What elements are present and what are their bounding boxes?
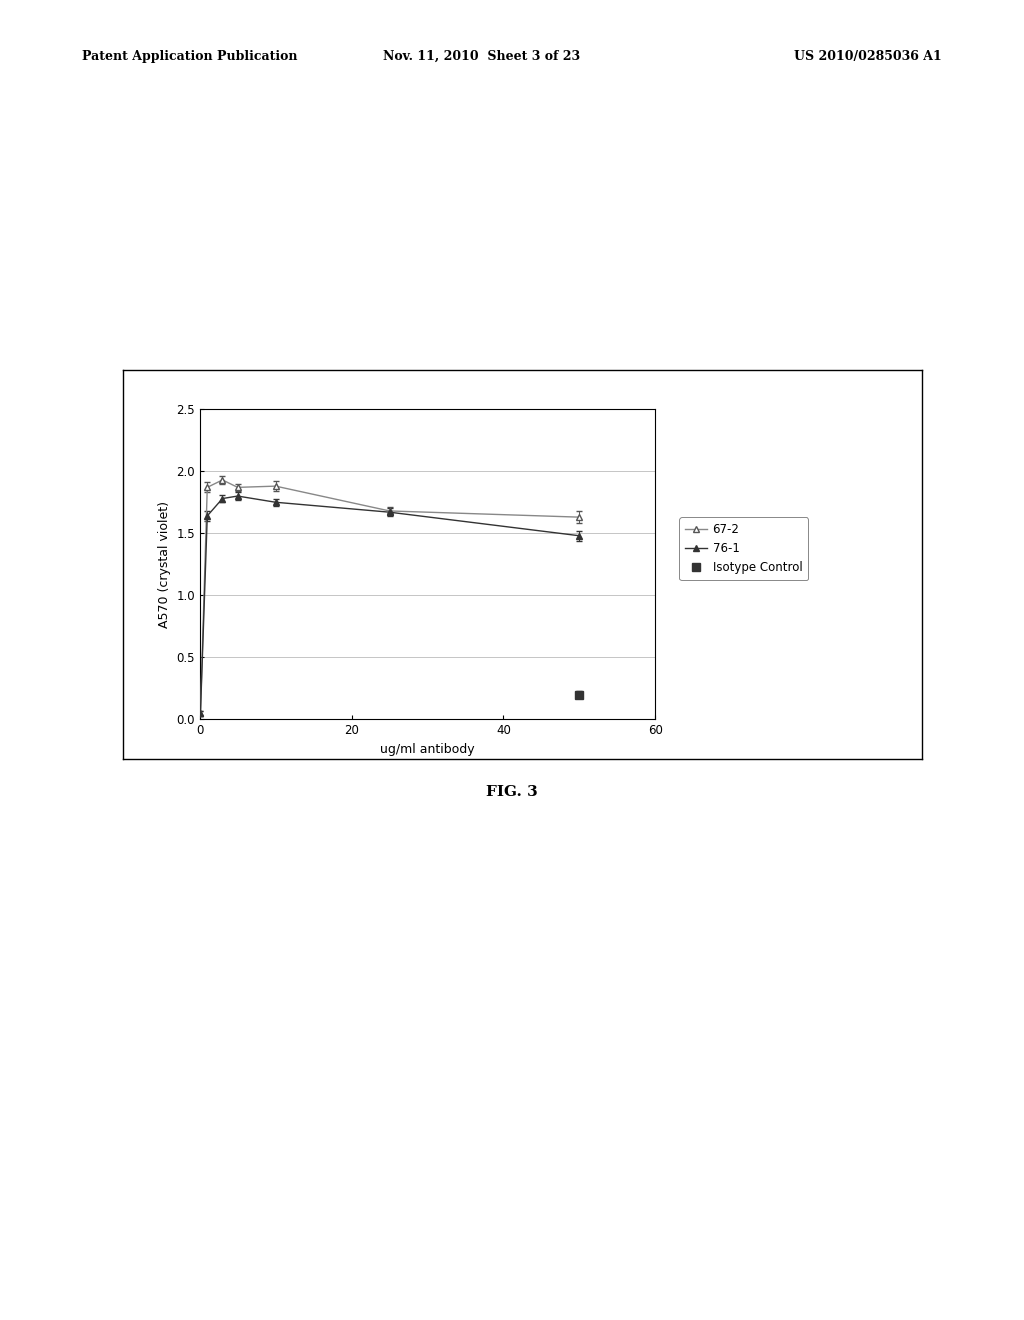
Text: Nov. 11, 2010  Sheet 3 of 23: Nov. 11, 2010 Sheet 3 of 23: [383, 50, 580, 63]
Text: Patent Application Publication: Patent Application Publication: [82, 50, 297, 63]
Legend: 67-2, 76-1, Isotype Control: 67-2, 76-1, Isotype Control: [680, 517, 808, 579]
Y-axis label: A570 (crystal violet): A570 (crystal violet): [158, 500, 171, 628]
Text: FIG. 3: FIG. 3: [486, 785, 538, 800]
X-axis label: ug/ml antibody: ug/ml antibody: [380, 743, 475, 756]
Text: US 2010/0285036 A1: US 2010/0285036 A1: [795, 50, 942, 63]
